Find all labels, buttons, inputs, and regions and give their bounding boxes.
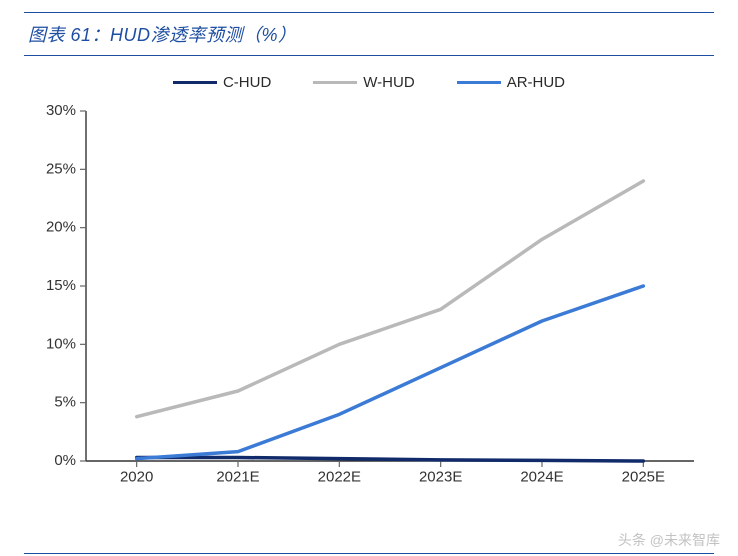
legend-label: AR-HUD (507, 74, 565, 91)
svg-text:2022E: 2022E (318, 468, 361, 485)
svg-text:2025E: 2025E (622, 468, 665, 485)
legend-swatch (313, 81, 357, 85)
legend-item: W-HUD (313, 74, 414, 91)
svg-text:2020: 2020 (120, 468, 153, 485)
legend-label: W-HUD (363, 74, 414, 91)
legend-item: C-HUD (173, 74, 271, 91)
svg-text:25%: 25% (46, 160, 76, 177)
bottom-rule (24, 553, 714, 554)
svg-text:2024E: 2024E (520, 468, 563, 485)
legend-swatch (173, 81, 217, 85)
svg-text:10%: 10% (46, 335, 76, 352)
line-chart: 0% 5% 10% 15% 20% 25% 30% 2020 2021E 2022E 2023E 20… (24, 101, 714, 501)
series-line (137, 181, 644, 417)
title-bar: 图表 61：HUD渗透率预测（%） (24, 12, 714, 56)
svg-text:0%: 0% (54, 452, 76, 469)
legend-swatch (457, 81, 501, 85)
legend-label: C-HUD (223, 74, 271, 91)
svg-text:15%: 15% (46, 277, 76, 294)
legend-item: AR-HUD (457, 74, 565, 91)
figure-title: 图表 61：HUD渗透率预测（%） (28, 21, 710, 47)
chart-area: 0% 5% 10% 15% 20% 25% 30% 2020 2021E 2022E 2023E 20… (24, 101, 714, 501)
chart-legend: C-HUD W-HUD AR-HUD (24, 74, 714, 91)
series-line (137, 286, 644, 459)
svg-text:2023E: 2023E (419, 468, 462, 485)
svg-text:30%: 30% (46, 102, 76, 119)
svg-text:2021E: 2021E (216, 468, 259, 485)
svg-text:20%: 20% (46, 219, 76, 236)
figure-container: 图表 61：HUD渗透率预测（%） C-HUD W-HUD AR-HUD 0% 5% 1… (0, 0, 738, 556)
svg-text:5%: 5% (54, 394, 76, 411)
watermark-text: 头条 @未来智库 (618, 530, 720, 550)
